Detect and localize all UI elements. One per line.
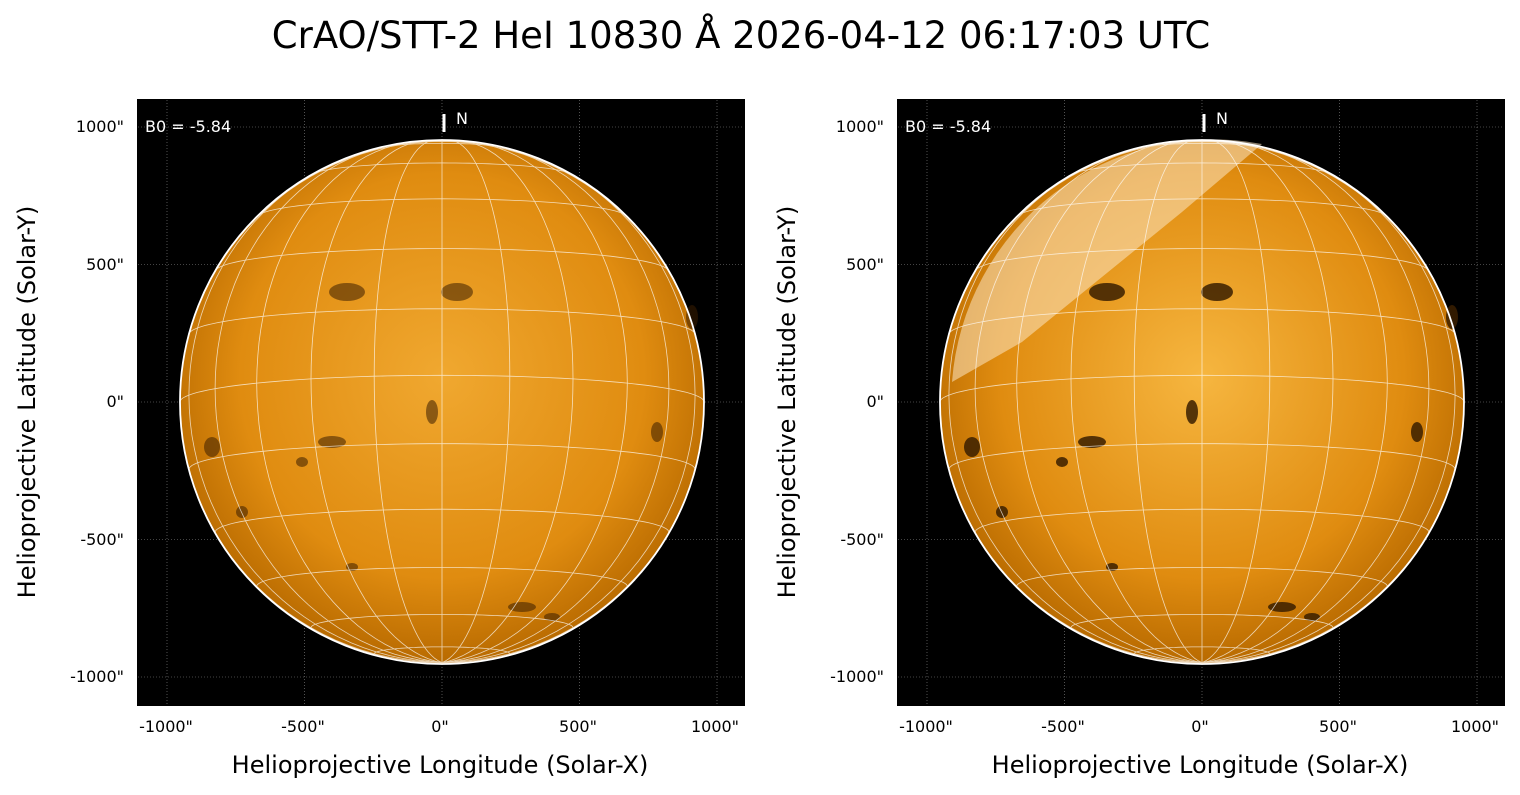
longitude-line — [310, 139, 443, 663]
solar-feature — [1078, 436, 1106, 448]
x-tick-label: -1000" — [899, 717, 953, 736]
solar-feature — [236, 506, 248, 518]
x-axis-label: Helioprojective Longitude (Solar-X) — [991, 751, 1409, 779]
x-tick-label: 1000" — [1450, 717, 1500, 736]
y-tick-label: 0" — [866, 392, 884, 411]
y-tick-label: -500" — [840, 530, 884, 549]
longitude-line — [1133, 139, 1203, 663]
solar-feature — [204, 437, 220, 457]
longitude-line — [1070, 139, 1203, 663]
b0-label: B0 = -5.84 — [145, 117, 232, 136]
y-tick-label: 0" — [106, 392, 124, 411]
y-tick-label: -1000" — [830, 667, 884, 686]
solar-feature — [329, 283, 365, 301]
solar-feature — [296, 457, 308, 467]
longitude-line — [214, 140, 443, 663]
y-axis-label: Helioprojective Latitude (Solar-Y) — [773, 205, 801, 599]
heliographic-grid — [179, 139, 705, 663]
longitude-line — [441, 139, 574, 663]
x-axis-label: Helioprojective Longitude (Solar-X) — [231, 751, 649, 779]
solar-feature — [1056, 457, 1068, 467]
longitude-line — [1201, 140, 1430, 663]
x-tick-label: 500" — [1319, 717, 1357, 736]
figure-title: CrAO/STT-2 HeI 10830 Å 2026-04-12 06:17:… — [271, 14, 1211, 57]
solar-feature — [1268, 602, 1296, 612]
solar-image-panel-right: B0 = -5.84 N — [897, 99, 1505, 706]
longitude-line — [1201, 139, 1271, 663]
solar-feature — [508, 602, 536, 612]
longitude-line — [373, 139, 443, 663]
solar-limb — [179, 139, 705, 665]
y-tick-label: 1000" — [835, 117, 884, 136]
x-tick-label: 0" — [1191, 717, 1209, 736]
solar-feature — [1201, 283, 1233, 301]
x-tick-label: 1000" — [690, 717, 740, 736]
x-tick-label: 0" — [431, 717, 449, 736]
solar-feature — [964, 437, 980, 457]
x-tick-label: 500" — [559, 717, 597, 736]
y-tick-label: -500" — [80, 530, 124, 549]
solar-feature — [1089, 283, 1125, 301]
longitude-line — [1016, 140, 1203, 663]
y-tick-label: 500" — [846, 255, 884, 274]
y-tick-label: -1000" — [70, 667, 124, 686]
x-tick-label: -500" — [1041, 717, 1085, 736]
solar-feature — [686, 305, 698, 329]
north-label: N — [456, 109, 468, 128]
solar-feature — [651, 422, 663, 442]
longitude-line — [441, 140, 670, 663]
y-tick-label: 500" — [86, 255, 124, 274]
solar-feature — [544, 613, 560, 621]
bright-limb-region — [952, 139, 1262, 382]
solar-feature — [318, 436, 346, 448]
x-tick-label: -500" — [281, 717, 325, 736]
b0-label: B0 = -5.84 — [905, 117, 992, 136]
north-label: N — [1216, 109, 1228, 128]
solar-limb — [939, 139, 1465, 665]
longitude-line — [974, 140, 1203, 663]
longitude-line — [1201, 140, 1388, 663]
y-axis-label: Helioprojective Latitude (Solar-Y) — [13, 205, 41, 599]
solar-feature — [1411, 422, 1423, 442]
solar-feature — [996, 506, 1008, 518]
longitude-line — [1201, 139, 1334, 663]
longitude-line — [441, 139, 511, 663]
solar-feature — [1304, 613, 1320, 621]
solar-disk-svg-right — [898, 100, 1504, 705]
x-tick-label: -1000" — [139, 717, 193, 736]
y-tick-label: 1000" — [75, 117, 124, 136]
solar-feature — [441, 283, 473, 301]
longitude-line — [441, 140, 628, 663]
solar-disk-svg-left — [138, 100, 744, 705]
longitude-line — [256, 140, 443, 663]
solar-feature — [1446, 305, 1458, 329]
solar-feature — [426, 400, 438, 424]
solar-feature — [1186, 400, 1198, 424]
solar-image-panel-left: B0 = -5.84 N — [137, 99, 745, 706]
